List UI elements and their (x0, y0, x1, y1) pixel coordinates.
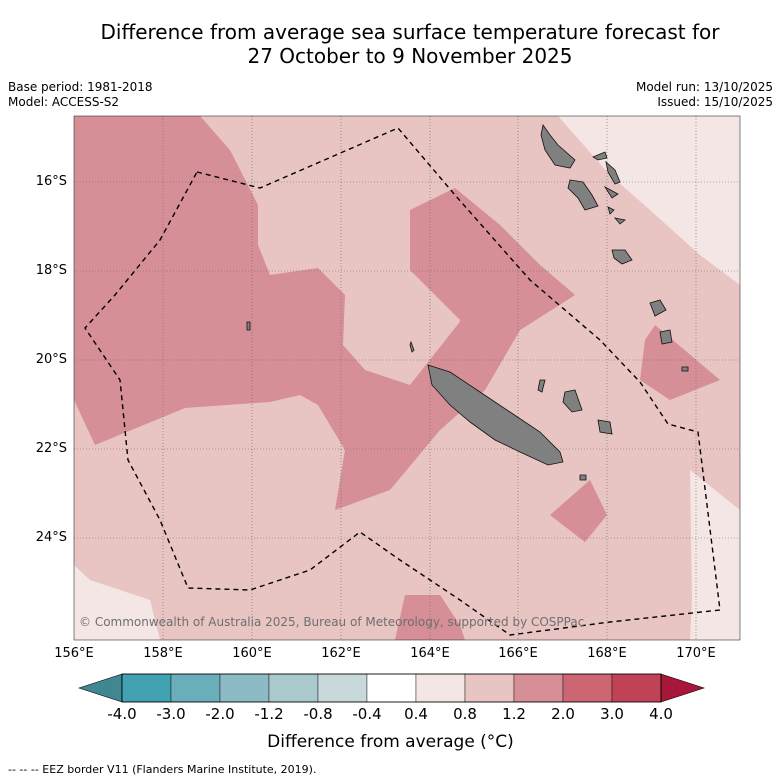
colorbar-segments (121, 673, 662, 703)
colorbar-segment-9 (562, 673, 613, 703)
colorbar (78, 673, 705, 703)
lat-label-20s: 20°S (35, 352, 67, 367)
vanuatu-epi (607, 206, 615, 215)
isle-of-pines (579, 474, 587, 481)
colorbar-frame (121, 673, 662, 703)
lon-label-158e: 158°E (143, 646, 183, 661)
issued-date: Issued: 15/10/2025 (657, 95, 773, 109)
title-line-1: Difference from average sea surface temp… (100, 20, 720, 44)
lat-label-24s: 24°S (35, 530, 67, 545)
lon-label-162e: 162°E (321, 646, 361, 661)
anomaly-band-1.2-2.0-central (410, 188, 575, 430)
land (246, 124, 689, 481)
colorbar-tick-1: -3.0 (156, 705, 186, 723)
vanuatu-pentecost (605, 160, 621, 185)
colorbar-segment-7 (464, 673, 515, 703)
vanuatu-malakula (567, 179, 599, 211)
lon-label-164e: 164°E (410, 646, 450, 661)
model-run: Model run: 13/10/2025 (635, 80, 773, 94)
lat-label-16s: 16°S (35, 174, 67, 189)
chesterfield-islands (246, 321, 251, 331)
lat-label-22s: 22°S (35, 441, 67, 456)
colorbar-tick-8: 1.2 (502, 705, 526, 723)
lon-label-156e: 156°E (54, 646, 94, 661)
anomaly-light-southwest (74, 565, 160, 640)
colorbar-tick-9: 2.0 (551, 705, 575, 723)
colorbar-tick-11: 4.0 (649, 705, 673, 723)
lon-label-160e: 160°E (232, 646, 272, 661)
copyright-notice: © Commonwealth of Australia 2025, Bureau… (79, 615, 585, 629)
vanuatu-tanna (659, 329, 673, 345)
colorbar-over (660, 673, 705, 703)
meta-left: Base period: 1981-2018 Model: ACCESS-S2 (8, 80, 153, 110)
meta-right: Model run: 13/10/2025 Issued: 15/10/2025 (636, 80, 773, 110)
colorbar-tick-7: 0.8 (453, 705, 477, 723)
eez-legend: -- -- -- EEZ border V11 (Flanders Marine… (8, 763, 317, 776)
colorbar-segment-10 (611, 673, 662, 703)
anomaly-band-1.2-2.0-east (640, 325, 720, 400)
vanuatu-efate (611, 249, 633, 265)
colorbar-tick-4: -0.8 (303, 705, 333, 723)
vanuatu-erromango (649, 299, 667, 317)
vanuatu-shepherd (613, 217, 626, 225)
colorbar-tick-5: -0.4 (352, 705, 382, 723)
vanuatu-ambrym (603, 185, 619, 199)
colorbar-segment-5 (366, 673, 417, 703)
colorbar-tick-6: 0.4 (404, 705, 428, 723)
colorbar-segment-2 (219, 673, 270, 703)
title-line-2: 27 October to 9 November 2025 (247, 44, 573, 68)
colorbar-segment-6 (415, 673, 466, 703)
loyalty-ouvea (537, 379, 546, 393)
colorbar-under (78, 673, 123, 703)
colorbar-segment-3 (268, 673, 319, 703)
vanuatu-espiritu-santo (540, 124, 576, 169)
vanuatu-aneityum (681, 366, 689, 372)
colorbar-label: Difference from average (°C) (267, 732, 514, 752)
colorbar-segment-8 (513, 673, 564, 703)
loyalty-mare (597, 419, 613, 435)
anomaly-light-southeast (690, 470, 740, 640)
map-title: Difference from average sea surface temp… (40, 20, 780, 68)
lat-label-18s: 18°S (35, 263, 67, 278)
colorbar-tick-3: -1.2 (254, 705, 284, 723)
anomaly-band-1.2-2.0-south (550, 480, 607, 542)
lon-label-168e: 168°E (587, 646, 627, 661)
model-name: Model: ACCESS-S2 (8, 95, 120, 109)
new-caledonia (427, 364, 564, 466)
loyalty-lifou (562, 389, 583, 413)
map-area (74, 116, 740, 640)
eez-border (84, 127, 721, 636)
colorbar-tick-0: -4.0 (107, 705, 137, 723)
colorbar-tick-2: -2.0 (205, 705, 235, 723)
base-period: Base period: 1981-2018 (8, 80, 153, 94)
lon-label-166e: 166°E (498, 646, 538, 661)
gridlines (74, 116, 740, 640)
colorbar-segment-1 (170, 673, 221, 703)
belep-islands (409, 340, 415, 353)
lon-label-170e: 170°E (676, 646, 716, 661)
colorbar-segment-4 (317, 673, 368, 703)
colorbar-tick-10: 3.0 (600, 705, 624, 723)
vanuatu-maewo (592, 151, 608, 161)
map-frame (73, 115, 741, 641)
colorbar-segment-0 (121, 673, 172, 703)
